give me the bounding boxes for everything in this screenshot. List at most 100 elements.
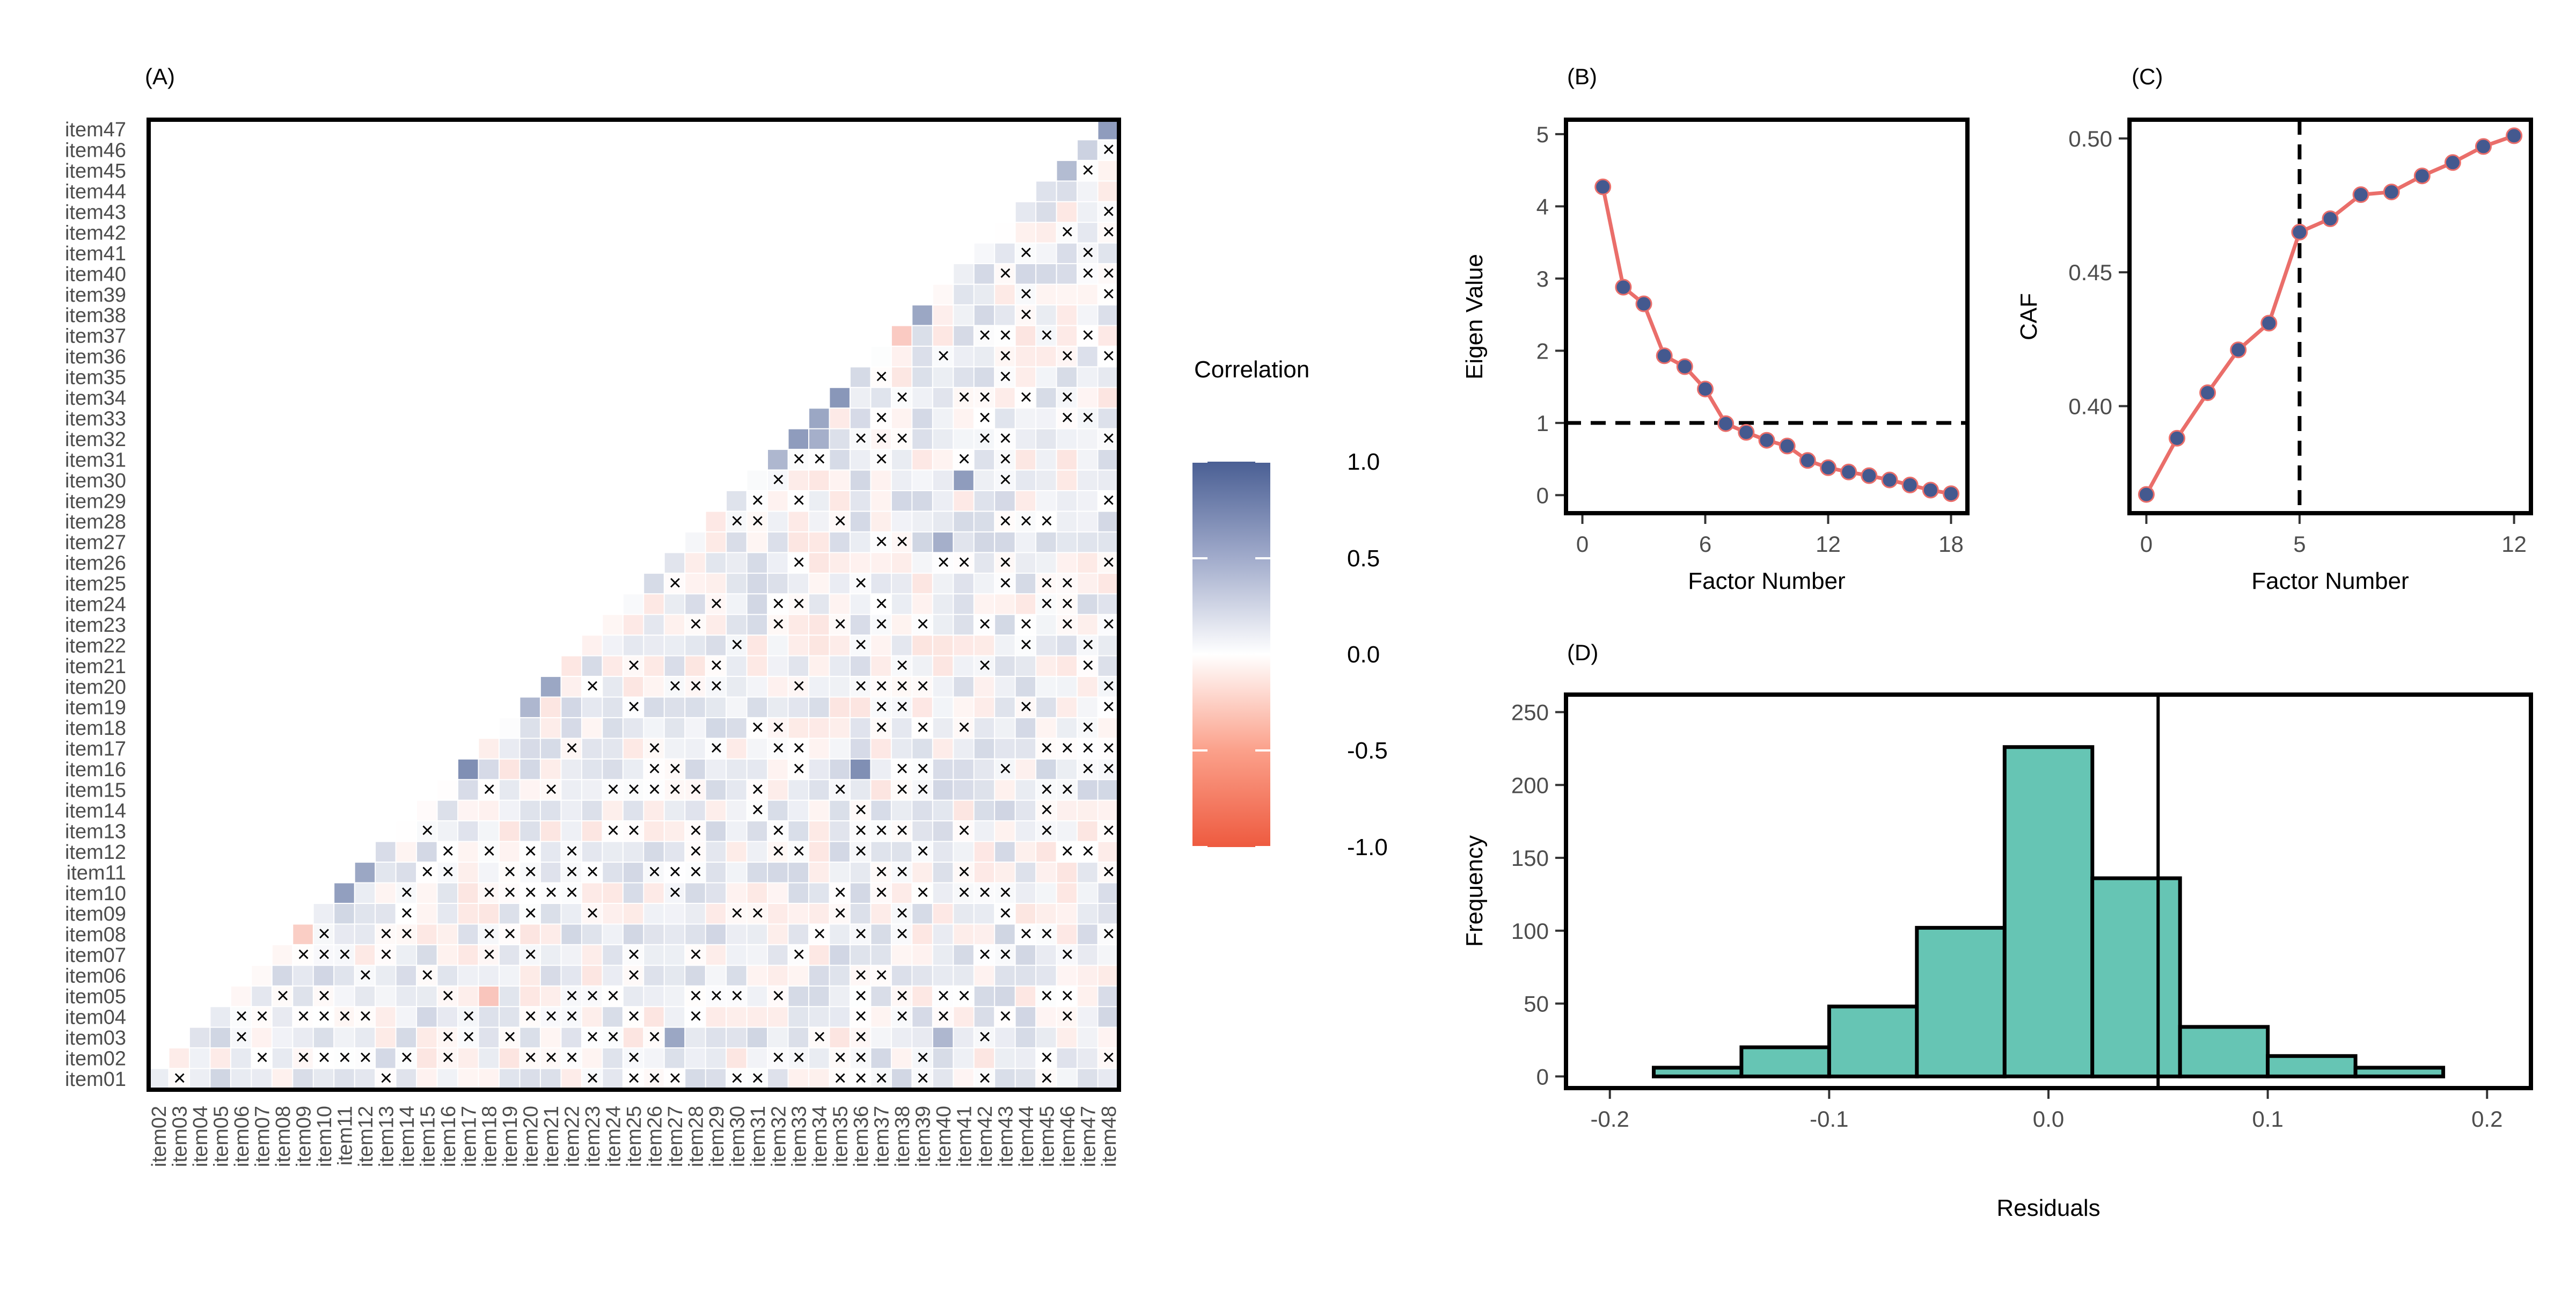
heatmap-cell (809, 697, 829, 717)
heatmap-column-label: item17 (458, 1106, 480, 1167)
heatmap-cell (540, 904, 561, 924)
heatmap-cell (1036, 821, 1056, 841)
heatmap-cell (830, 697, 850, 717)
heatmap-cell (871, 697, 891, 717)
heatmap-cell (809, 594, 829, 614)
non-significant-mark: × (772, 819, 785, 842)
heatmap-cell (644, 821, 664, 841)
eigenvalue-frame (1564, 118, 1970, 515)
heatmap-cell (830, 553, 850, 573)
heatmap-cell (727, 532, 747, 552)
heatmap-cell (252, 1048, 272, 1068)
non-significant-mark: × (421, 819, 434, 842)
heatmap-cell (1098, 346, 1118, 367)
heatmap-cell (1078, 966, 1097, 986)
heatmap-cell (871, 636, 891, 655)
non-significant-mark: × (793, 840, 805, 863)
heatmap-cell (1078, 821, 1097, 841)
heatmap-cell (933, 863, 953, 882)
non-significant-mark: × (1061, 984, 1073, 1008)
heatmap-cell (623, 904, 643, 924)
non-significant-mark: × (524, 840, 537, 863)
heatmap-cell (1098, 450, 1118, 470)
heatmap-cell (1057, 181, 1077, 201)
non-significant-mark: × (834, 1067, 846, 1090)
heatmap-cell (933, 326, 953, 346)
heatmap-row-label: item28 (65, 511, 126, 534)
heatmap-cell (458, 1027, 478, 1048)
heatmap-cell (871, 759, 891, 779)
heatmap-cell (974, 450, 994, 470)
heatmap-cell (974, 594, 994, 614)
heatmap-cell (809, 615, 829, 635)
non-significant-mark: × (917, 674, 929, 698)
heatmap-cell (479, 986, 499, 1006)
heatmap-cell (850, 573, 870, 594)
heatmap-cell (933, 780, 953, 800)
heatmap-cell (891, 677, 912, 697)
non-significant-mark: × (627, 963, 640, 987)
non-significant-mark: × (1102, 344, 1115, 368)
non-significant-mark: × (442, 840, 454, 863)
x-tick-label: 12 (2501, 531, 2527, 557)
heatmap-cell (603, 945, 623, 965)
heatmap-cell (727, 800, 747, 821)
heatmap-cell (664, 573, 685, 594)
heatmap-cell (727, 739, 747, 758)
heatmap-cell (540, 1007, 561, 1027)
heatmap-cell (582, 697, 602, 717)
heatmap-cell (995, 573, 1015, 594)
heatmap-cell (561, 821, 581, 841)
heatmap-cell (1015, 739, 1036, 758)
heatmap-cell (437, 883, 458, 903)
heatmap-cell (417, 966, 437, 986)
heatmap-cell (809, 1048, 829, 1068)
heatmap-cell (582, 677, 602, 697)
heatmap-cell (334, 986, 354, 1006)
heatmap-cell (747, 780, 767, 800)
heatmap-cell (1057, 677, 1077, 697)
heatmap-cell (995, 1048, 1015, 1068)
heatmap-cell (933, 594, 953, 614)
heatmap-cell (933, 739, 953, 758)
data-point (1635, 295, 1652, 312)
heatmap-cell (396, 1027, 416, 1048)
non-significant-mark: × (896, 757, 908, 781)
heatmap-cell (1098, 986, 1118, 1006)
non-significant-mark: × (1102, 282, 1115, 306)
heatmap-cell (1098, 140, 1118, 160)
heatmap-cell (1015, 821, 1036, 841)
heatmap-cell (747, 697, 767, 717)
heatmap-cell (768, 532, 788, 552)
heatmap-cell (1098, 636, 1118, 655)
x-tick-label: 0.2 (2471, 1106, 2502, 1132)
heatmap-cell (974, 409, 994, 428)
heatmap-cell (685, 945, 705, 965)
x-tick-label: 12 (1816, 531, 1841, 557)
non-significant-mark: × (690, 819, 702, 842)
non-significant-mark: × (607, 1025, 619, 1049)
heatmap-cell (1078, 780, 1097, 800)
non-significant-mark: × (1041, 798, 1053, 822)
heatmap-cell (954, 945, 974, 965)
heatmap-row-label: item31 (65, 449, 126, 471)
heatmap-cell (603, 1027, 623, 1048)
heatmap-cell (1078, 883, 1097, 903)
heatmap-cell (1057, 429, 1077, 449)
non-significant-mark: × (1041, 592, 1053, 615)
y-tick-label: 200 (1511, 772, 1549, 798)
heatmap-cell (1098, 470, 1118, 490)
heatmap-column-label: item31 (747, 1106, 770, 1167)
non-significant-mark: × (318, 1004, 330, 1028)
heatmap-cell (995, 326, 1015, 346)
heatmap-cell (334, 904, 354, 924)
heatmap-column-label: item40 (933, 1106, 955, 1167)
data-point (2352, 186, 2369, 203)
heatmap-cell (788, 677, 808, 697)
heatmap-cell (1057, 800, 1077, 821)
heatmap-cell (1036, 800, 1056, 821)
non-significant-mark: × (566, 984, 578, 1008)
heatmap-cell (747, 491, 767, 511)
heatmap-cell (1057, 285, 1077, 304)
heatmap-cell (1078, 863, 1097, 882)
